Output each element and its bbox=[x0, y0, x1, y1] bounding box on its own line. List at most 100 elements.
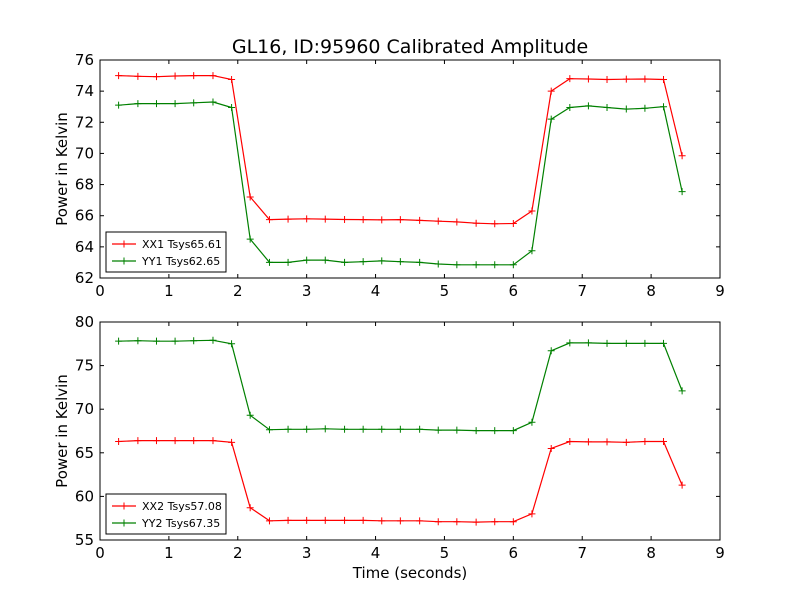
plot2-series-2-point bbox=[491, 427, 499, 435]
plot2-x-tick-label: 2 bbox=[233, 544, 243, 562]
plot1-series-1-point bbox=[603, 75, 611, 83]
plot1-series-1-point bbox=[246, 193, 254, 201]
plot2-series-1-point bbox=[284, 516, 292, 524]
plot1-x-tick-label: 0 bbox=[95, 282, 105, 300]
plot1-series-2-point bbox=[491, 261, 499, 269]
plot1-series-1-point bbox=[660, 75, 668, 83]
plot1-x-tick-label: 6 bbox=[509, 282, 519, 300]
plot2-series-1-point bbox=[115, 437, 123, 445]
plot2-series-2-point bbox=[134, 337, 142, 345]
plot1-series-1-point bbox=[396, 216, 404, 224]
plot1-series-1-point bbox=[566, 75, 574, 83]
plot2-series-2-point bbox=[115, 337, 123, 345]
plot1-series-2-point bbox=[472, 261, 480, 269]
plot2-x-tick-label: 4 bbox=[371, 544, 381, 562]
plot2-series-1-point bbox=[321, 516, 329, 524]
plot1-series-1-point bbox=[547, 87, 555, 95]
plot1-series-1-point bbox=[321, 215, 329, 223]
plot1-y-tick-label: 64 bbox=[75, 238, 94, 256]
plot2-series-1-point bbox=[228, 438, 236, 446]
plot1-series-1-point bbox=[284, 215, 292, 223]
plot1-series-2-point bbox=[453, 261, 461, 269]
plot1-series-2-point bbox=[584, 102, 592, 110]
plot2-series-1-point bbox=[528, 510, 536, 518]
plot1-series-1-point bbox=[528, 207, 536, 215]
plot1-series-1-point bbox=[359, 216, 367, 224]
plot1-series-1-point bbox=[171, 72, 179, 80]
plot2-series-2-point bbox=[603, 339, 611, 347]
plot1-x-tick-label: 7 bbox=[577, 282, 587, 300]
plot1-series-1-point bbox=[416, 216, 424, 224]
plot2-legend-marker-2 bbox=[120, 519, 128, 527]
plot1-x-tick-label: 9 bbox=[715, 282, 725, 300]
plot2-legend: XX2 Tsys57.08 YY2 Tsys67.35 bbox=[105, 493, 227, 535]
plot1-series-2-point bbox=[603, 103, 611, 111]
plot2-series-1-point bbox=[603, 438, 611, 446]
plot2-series-2-point bbox=[547, 347, 555, 355]
plot2-series-2-point bbox=[622, 339, 630, 347]
plot2-series-1-point bbox=[303, 516, 311, 524]
plot1-series-2-point bbox=[566, 103, 574, 111]
plot2-series-1-point bbox=[190, 437, 198, 445]
plot1-y-axis-label: Power in Kelvin bbox=[53, 112, 71, 226]
plot2-series-2-point bbox=[341, 425, 349, 433]
plot1-series-1-point bbox=[303, 215, 311, 223]
plot2-series-1-point bbox=[660, 437, 668, 445]
plot2-legend-box bbox=[105, 493, 227, 535]
plot2-series-2-point bbox=[228, 340, 236, 348]
plot1-series-2-point bbox=[678, 188, 686, 196]
x-axis-label: Time (seconds) bbox=[352, 564, 468, 582]
plot2-series-2-point bbox=[265, 426, 273, 434]
plot2-series-2-point bbox=[528, 418, 536, 426]
plot2-y-tick-label: 60 bbox=[75, 487, 94, 505]
plot1-series-1-point bbox=[209, 72, 217, 80]
plot1-legend: XX1 Tsys65.61 YY1 Tsys62.65 bbox=[105, 231, 227, 273]
plot2-y-axis-label: Power in Kelvin bbox=[53, 374, 71, 488]
plot1-series-2-point bbox=[359, 258, 367, 266]
plot2-series-1-point bbox=[678, 481, 686, 489]
plot2-series-1-point bbox=[566, 437, 574, 445]
plot2-series-1-point bbox=[152, 437, 160, 445]
plot1-series-1-point bbox=[434, 217, 442, 225]
plot2-series-1-point bbox=[378, 517, 386, 525]
plot1-series-1-point bbox=[134, 72, 142, 80]
plot1-y-tick-label: 62 bbox=[75, 269, 94, 287]
plot2-series-2-point bbox=[453, 426, 461, 434]
plot2-series-2-point bbox=[641, 339, 649, 347]
plot1-series-1-point bbox=[228, 75, 236, 83]
plot2-x-tick-label: 5 bbox=[440, 544, 450, 562]
plot2-series-1-point bbox=[509, 518, 517, 526]
plot1-x-tick-label: 8 bbox=[646, 282, 656, 300]
plot2-series-1-point bbox=[134, 437, 142, 445]
plot2-series-1-point bbox=[246, 504, 254, 512]
plot2-series-1-point bbox=[265, 517, 273, 525]
plot2-series-2-point bbox=[434, 426, 442, 434]
plot1-series-2-point bbox=[509, 261, 517, 269]
plot2-series-2-point bbox=[472, 427, 480, 435]
plot1-series-1-point bbox=[190, 72, 198, 80]
plot2-series-2-point bbox=[190, 337, 198, 345]
plot2-series-1-point bbox=[453, 518, 461, 526]
plot1-series-2-point bbox=[303, 256, 311, 264]
plot1-series-1-point bbox=[378, 216, 386, 224]
plot2-series-1-point bbox=[622, 438, 630, 446]
plot1-series-2-point bbox=[284, 258, 292, 266]
plot2-y-tick-label: 80 bbox=[75, 313, 94, 331]
plot2-group: 0 1 2 3 4 5 6 7 8 9 55 60 65 70 75 80 Power in Kelvin XX2… bbox=[53, 313, 725, 562]
plot2-legend-marker-1 bbox=[120, 502, 128, 510]
plot1-series-2-point bbox=[152, 100, 160, 108]
plot2-x-tick-label: 9 bbox=[715, 544, 725, 562]
plot2-series-1-point bbox=[434, 518, 442, 526]
plot1-series-2-point bbox=[641, 104, 649, 112]
plot1-series-2-point bbox=[528, 247, 536, 255]
plot1-x-tick-label: 1 bbox=[164, 282, 174, 300]
plot2-series-1-point bbox=[416, 517, 424, 525]
plot2-series-1-point bbox=[209, 437, 217, 445]
plot1-series-1-point bbox=[341, 215, 349, 223]
plot2-y-tick-label: 55 bbox=[75, 531, 94, 549]
plot2-x-tick-label: 6 bbox=[509, 544, 519, 562]
plot2-series-2-point bbox=[209, 336, 217, 344]
plot2-legend-label-2: YY2 Tsys67.35 bbox=[141, 517, 220, 530]
plot1-series-1-point bbox=[584, 75, 592, 83]
plot2-series-2-point bbox=[416, 425, 424, 433]
